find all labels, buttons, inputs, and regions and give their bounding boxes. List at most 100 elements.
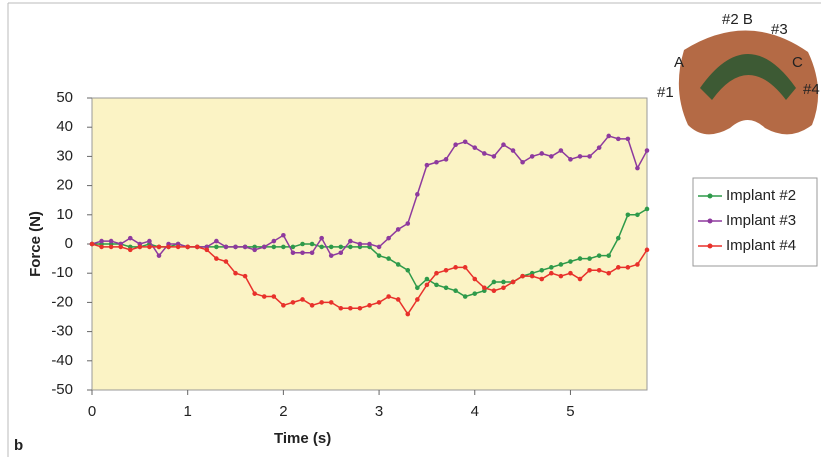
point — [453, 288, 458, 293]
point — [549, 271, 554, 276]
point — [281, 233, 286, 238]
legend-label: Implant #4 — [726, 237, 796, 254]
point — [405, 268, 410, 273]
point — [319, 245, 324, 250]
x-tick-label: 2 — [279, 403, 287, 420]
y-tick-label: -40 — [51, 352, 73, 369]
point — [90, 242, 95, 247]
x-tick-label: 3 — [375, 403, 383, 420]
point — [224, 245, 229, 250]
point — [645, 248, 650, 253]
y-tick-label: 20 — [56, 177, 73, 194]
point — [472, 145, 477, 150]
point — [434, 271, 439, 276]
point — [463, 140, 468, 145]
point — [252, 291, 257, 296]
point — [329, 300, 334, 305]
point — [645, 148, 650, 153]
point — [539, 268, 544, 273]
point — [453, 142, 458, 147]
point — [434, 160, 439, 165]
point — [511, 148, 516, 153]
point — [300, 250, 305, 255]
point — [645, 207, 650, 212]
point — [626, 213, 631, 218]
point — [377, 245, 382, 250]
point — [626, 265, 631, 270]
point — [329, 245, 334, 250]
point — [272, 245, 277, 250]
point — [578, 277, 583, 282]
point — [138, 245, 143, 250]
point — [338, 250, 343, 255]
x-tick-label: 0 — [88, 403, 96, 420]
point — [233, 271, 238, 276]
annotation: #2 B — [722, 11, 753, 28]
point — [358, 306, 363, 311]
point — [511, 280, 516, 285]
point — [396, 227, 401, 232]
point — [348, 306, 353, 311]
y-tick-label: 0 — [65, 235, 73, 252]
point — [214, 256, 219, 261]
y-axis-label: Force (N) — [27, 211, 44, 277]
point — [472, 291, 477, 296]
point — [463, 294, 468, 299]
point — [492, 280, 497, 285]
point — [128, 236, 133, 241]
point — [147, 239, 152, 244]
point — [109, 245, 114, 250]
y-tick-label: -30 — [51, 323, 73, 340]
annotation: b — [14, 437, 23, 454]
point — [396, 262, 401, 267]
point — [539, 151, 544, 156]
point — [405, 221, 410, 226]
legend-label: Implant #2 — [726, 187, 796, 204]
point — [587, 256, 592, 261]
point — [444, 157, 449, 162]
point — [578, 154, 583, 159]
point — [185, 245, 190, 250]
annotation: #1 — [657, 84, 674, 101]
point — [520, 274, 525, 279]
point — [224, 259, 229, 264]
point — [587, 154, 592, 159]
point — [539, 277, 544, 282]
point — [530, 274, 535, 279]
point — [501, 142, 506, 147]
y-tick-label: 50 — [56, 89, 73, 106]
y-tick-label: -20 — [51, 293, 73, 310]
point — [635, 262, 640, 267]
point — [559, 148, 564, 153]
y-tick-label: 40 — [56, 118, 73, 135]
point — [501, 286, 506, 291]
point — [386, 236, 391, 241]
point — [568, 157, 573, 162]
point — [386, 256, 391, 261]
point — [214, 245, 219, 250]
point — [453, 265, 458, 270]
point — [425, 283, 430, 288]
point — [329, 253, 334, 258]
point — [205, 248, 210, 253]
point — [606, 134, 611, 139]
point — [568, 259, 573, 264]
annotation: #3 — [771, 21, 788, 38]
point — [338, 306, 343, 311]
point — [377, 300, 382, 305]
point — [463, 265, 468, 270]
point — [348, 239, 353, 244]
point — [243, 245, 248, 250]
point — [367, 242, 372, 247]
y-tick-label: -50 — [51, 381, 73, 398]
point — [492, 288, 497, 293]
x-tick-label: 5 — [566, 403, 574, 420]
point — [281, 245, 286, 250]
point — [272, 239, 277, 244]
point — [176, 245, 181, 250]
point — [367, 303, 372, 308]
point — [319, 236, 324, 241]
jaw-photo — [679, 30, 818, 134]
point — [635, 213, 640, 218]
point — [606, 271, 611, 276]
